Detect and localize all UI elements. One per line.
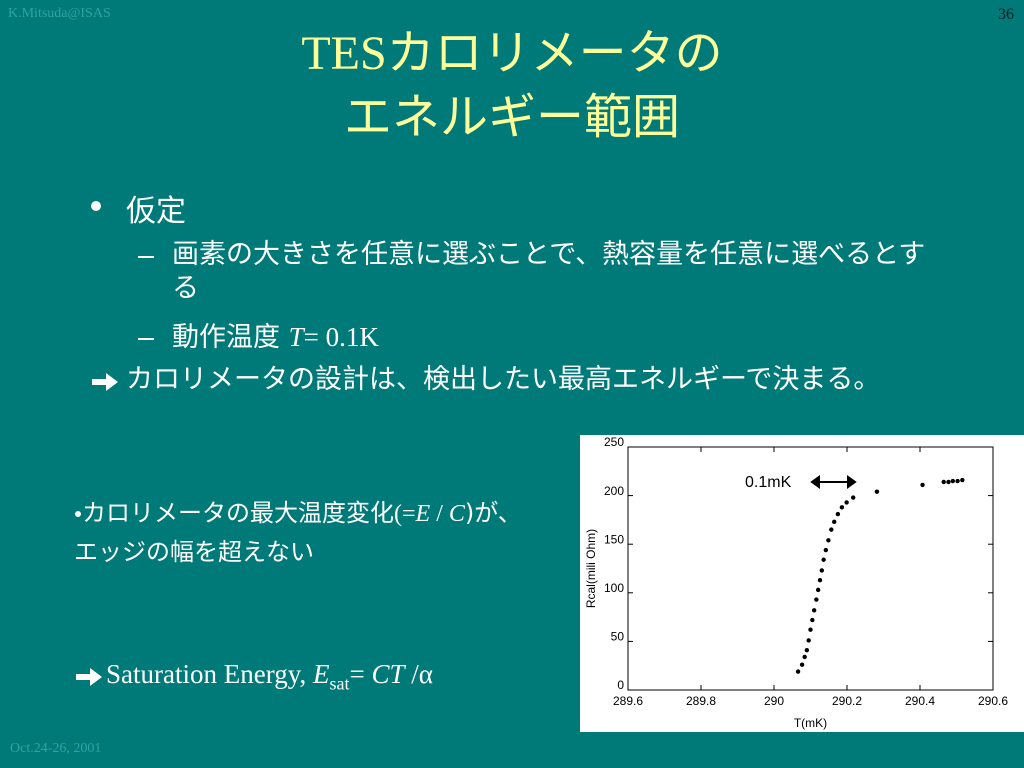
text: = <box>349 659 372 689</box>
data-point <box>811 608 817 613</box>
data-point <box>839 505 845 510</box>
data-point <box>874 489 880 494</box>
data-point <box>851 495 856 500</box>
data-point <box>941 479 946 485</box>
annotation: 0.1mK <box>745 474 792 491</box>
plot-frame <box>627 446 994 691</box>
data-point <box>821 557 826 562</box>
data-point <box>799 662 805 667</box>
date: Oct.24-26, 2001 <box>10 741 102 756</box>
text: 動作温度 <box>172 322 289 353</box>
text: /α <box>404 659 433 689</box>
data-point <box>955 478 960 484</box>
data-point <box>946 479 951 485</box>
bullet: 仮定 <box>126 194 186 229</box>
x-tick-label: 290 <box>764 694 784 708</box>
saturation: Saturation Energy, Esat= CT /α <box>74 656 433 701</box>
text: T <box>288 322 304 352</box>
x-tick-label: 290.4 <box>905 694 935 708</box>
x-tick-label: 290.2 <box>832 694 862 708</box>
sub-item: 動作温度 T= 0.1K <box>172 320 379 355</box>
chart: 289.6 289.8 290 290.2 290.4 290.6 0 50 100 150 200… <box>580 435 1024 732</box>
data-point <box>795 669 801 674</box>
text: = 0.1K <box>303 322 379 352</box>
y-tick-label: 250 <box>604 435 624 449</box>
data-point <box>823 547 829 553</box>
title-line: TESカロリメータの <box>301 27 723 80</box>
text: )が、エッジの幅を超えない <box>74 499 522 566</box>
text: CT <box>371 659 405 689</box>
text: / <box>430 501 449 527</box>
text: sat <box>329 673 350 694</box>
dash <box>138 256 154 258</box>
y-tick-label: 0 <box>617 678 624 692</box>
x-tick-label: 289.8 <box>686 694 716 708</box>
dash <box>138 338 154 340</box>
data-point <box>960 477 965 483</box>
text: Saturation Energy, <box>106 659 313 689</box>
data-point <box>808 627 813 632</box>
text: E <box>312 659 330 689</box>
text: C <box>448 501 465 527</box>
author: K.Mitsuda@ISAS <box>8 6 111 21</box>
data-point <box>802 654 807 660</box>
data-point <box>814 597 819 602</box>
text: (= <box>394 501 416 527</box>
arrow-icon <box>76 667 102 686</box>
data-point <box>829 527 834 532</box>
data-point <box>832 519 837 525</box>
x-tick-label: 289.6 <box>613 694 643 708</box>
annotation-arrow <box>810 475 857 489</box>
data-point <box>819 568 825 573</box>
page-number: 36 <box>998 6 1014 23</box>
text: カロリメータの最大温度変化 <box>82 499 394 527</box>
text: E <box>415 501 431 527</box>
x-tick-label: 290.6 <box>978 694 1008 708</box>
x-axis-label: T(mK) <box>794 716 827 730</box>
conclusion: カロリメータの設計は、検出したい最高エネルギーで決まる。 <box>126 364 881 395</box>
data-point <box>804 647 810 653</box>
y-axis-label: Rcal(mili Ohm) <box>584 529 598 608</box>
bullet-dot <box>75 511 81 517</box>
data-point <box>950 478 956 484</box>
y-tick-label: 50 <box>611 630 625 644</box>
data-point <box>806 638 811 643</box>
sub-item: 画素の大きさを任意に選ぶことで、熱容量を任意に選べるとする <box>172 239 926 304</box>
data-point <box>920 482 925 488</box>
title: TESカロリメータの エネルギー範囲 <box>0 22 1024 150</box>
data-point <box>844 500 849 505</box>
arrow-icon <box>92 373 118 391</box>
y-tick-label: 150 <box>604 532 624 546</box>
y-tick-label: 200 <box>604 484 624 498</box>
data-point <box>810 617 815 623</box>
title-line: エネルギー範囲 <box>343 91 680 144</box>
condition: カロリメータの最大温度変化(=E / C)が、エッジの幅を超えない <box>74 494 544 571</box>
data-point <box>815 587 821 593</box>
data-point <box>835 511 841 517</box>
bullet-dot <box>91 201 101 211</box>
data-point <box>817 577 823 583</box>
data-point <box>826 538 831 543</box>
y-tick-label: 100 <box>604 581 624 595</box>
